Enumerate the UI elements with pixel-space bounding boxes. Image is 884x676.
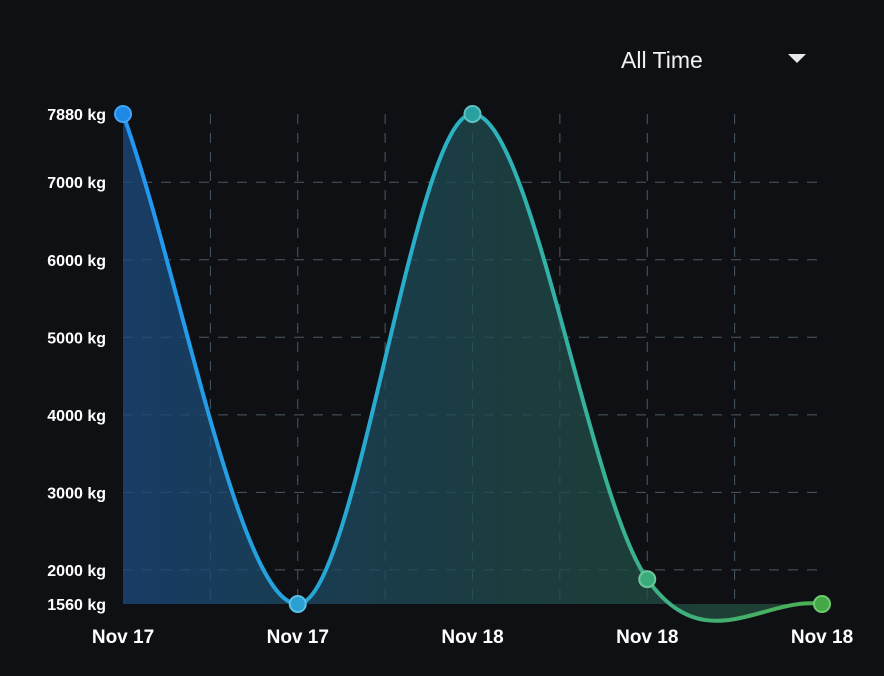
y-tick-label: 2000 kg — [47, 563, 106, 580]
y-tick-label: 6000 kg — [47, 253, 106, 270]
x-tick-label: Nov 17 — [92, 627, 154, 648]
time-range-label: All Time — [621, 46, 703, 73]
y-tick-label: 3000 kg — [47, 485, 106, 502]
y-tick-label: 7000 kg — [47, 175, 106, 192]
data-point[interactable] — [813, 595, 831, 613]
x-tick-label: Nov 18 — [441, 627, 503, 648]
series-line — [121, 111, 824, 623]
x-tick-label: Nov 18 — [616, 627, 678, 648]
y-tick-label: 5000 kg — [47, 330, 106, 347]
data-point[interactable] — [288, 595, 307, 613]
data-point[interactable] — [463, 105, 482, 123]
y-tick-label: 7880 kg — [47, 107, 106, 124]
caret-down-icon — [788, 54, 806, 63]
x-tick-label: Nov 17 — [267, 627, 329, 648]
data-point[interactable] — [638, 570, 657, 589]
y-tick-label: 4000 kg — [47, 408, 106, 425]
data-point[interactable] — [114, 105, 132, 123]
time-range-dropdown[interactable]: All Time — [612, 38, 824, 82]
series-area — [123, 114, 822, 621]
x-tick-label: Nov 18 — [791, 627, 853, 648]
y-tick-label: 1560 kg — [47, 597, 106, 614]
